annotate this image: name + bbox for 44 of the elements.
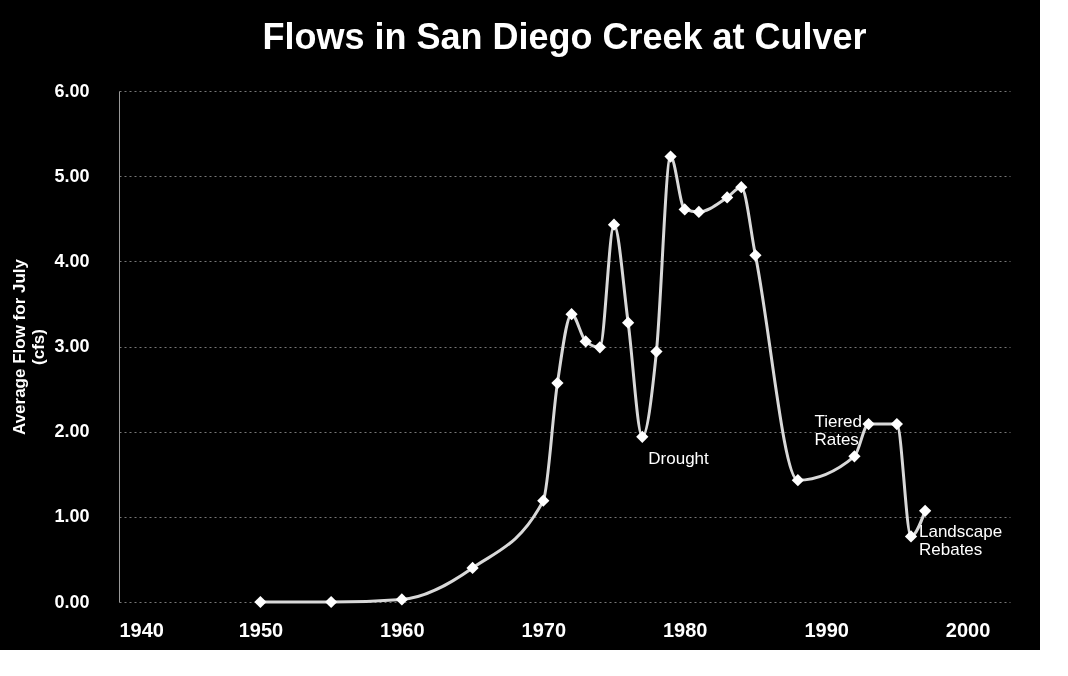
y-tick-label: 5.00: [54, 165, 90, 186]
x-tick-label: 2000: [945, 618, 991, 641]
point: [325, 595, 338, 609]
point: [466, 561, 479, 575]
y-tick-label: 0.00: [54, 591, 90, 612]
x-tick-label: 1990: [804, 618, 849, 641]
annotation: Landscape Rebates: [919, 522, 1003, 560]
point: [664, 150, 677, 163]
y-tick-label: 6.00: [54, 80, 90, 101]
x-tick-label: 1960: [380, 618, 425, 641]
point: [678, 203, 691, 216]
y-tick-label: 1.00: [54, 506, 90, 527]
point: [904, 530, 918, 543]
point: [593, 341, 606, 354]
y-tick-label: 3.00: [54, 336, 90, 356]
point: [579, 335, 592, 348]
point: [862, 417, 875, 431]
point: [565, 308, 578, 321]
point: [919, 504, 932, 517]
point: [254, 595, 267, 609]
point: [636, 430, 649, 443]
x-tick-label: 1950: [238, 618, 284, 641]
point: [607, 218, 621, 231]
y-tick-label: 2.00: [54, 421, 90, 442]
point: [735, 181, 748, 194]
point: [848, 450, 861, 463]
x-tick-label: 1980: [662, 618, 708, 641]
point: [692, 205, 705, 219]
point: [551, 377, 564, 390]
y-tick-label: 4.00: [54, 250, 90, 271]
x-tick-label: 1940: [119, 618, 164, 641]
point: [537, 494, 550, 507]
point: [395, 593, 408, 606]
point: [791, 474, 804, 487]
point: [890, 417, 903, 431]
chart-title: Flows in San Diego Creek at Culver: [262, 16, 867, 57]
point: [650, 345, 663, 358]
point: [622, 316, 635, 329]
annotation: Drought: [648, 448, 710, 468]
y-axis-title: Average Flow for July (cfs): [10, 258, 49, 436]
annotation: Tiered Rates: [814, 412, 862, 450]
x-tick-label: 1970: [521, 618, 567, 641]
point: [749, 249, 762, 262]
point: [721, 191, 734, 204]
